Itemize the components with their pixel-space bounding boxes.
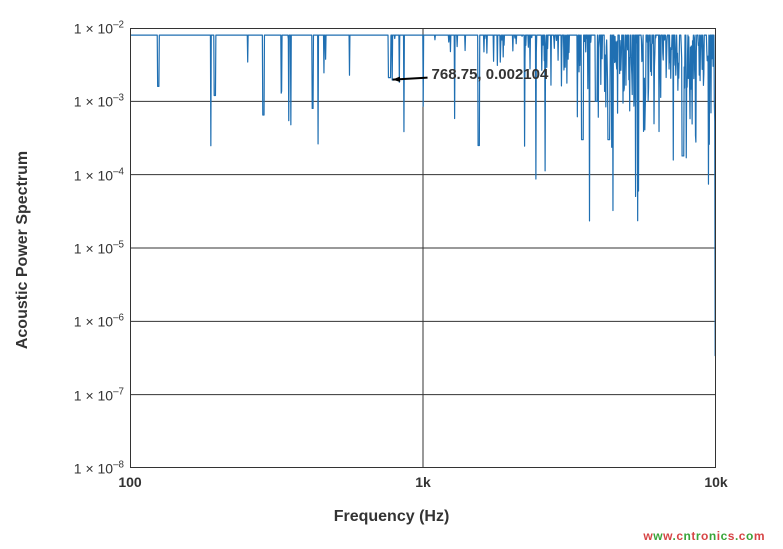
y-tick-label: 1 × 10–5 xyxy=(74,240,124,257)
watermark-char: w xyxy=(643,529,653,543)
watermark: www.cntronics.com xyxy=(643,529,765,543)
y-tick-label: 1 × 10–3 xyxy=(74,93,124,110)
watermark-char: w xyxy=(663,529,672,543)
watermark-char: c xyxy=(721,529,728,543)
x-tick-label: 10k xyxy=(704,474,727,490)
watermark-char: m xyxy=(754,529,765,543)
watermark-char: n xyxy=(709,529,717,543)
y-tick-label: 1 × 10–8 xyxy=(74,460,124,477)
y-tick-label: 1 × 10–2 xyxy=(74,20,124,37)
plot-svg xyxy=(130,28,716,468)
x-axis-label: Frequency (Hz) xyxy=(0,508,783,526)
watermark-char: o xyxy=(701,529,709,543)
watermark-char: o xyxy=(746,529,754,543)
y-tick-label: 1 × 10–7 xyxy=(74,386,124,403)
peak-annotation: 768.75, 0.002104 xyxy=(432,66,549,83)
y-tick-label: 1 × 10–6 xyxy=(74,313,124,330)
watermark-char: c xyxy=(739,529,746,543)
y-axis-label: Acoustic Power Spectrum xyxy=(8,0,38,500)
plot-area: 1 × 10–81 × 10–71 × 10–61 × 10–51 × 10–4… xyxy=(130,28,716,468)
watermark-char: c xyxy=(676,529,683,543)
y-tick-label: 1 × 10–4 xyxy=(74,166,124,183)
y-axis-label-text: Acoustic Power Spectrum xyxy=(14,151,32,349)
x-tick-label: 100 xyxy=(118,474,141,490)
x-tick-label: 1k xyxy=(415,474,431,490)
watermark-char: w xyxy=(653,529,663,543)
watermark-char: s xyxy=(728,529,735,543)
spectrum-figure: Acoustic Power Spectrum Frequency (Hz) 1… xyxy=(0,0,783,549)
